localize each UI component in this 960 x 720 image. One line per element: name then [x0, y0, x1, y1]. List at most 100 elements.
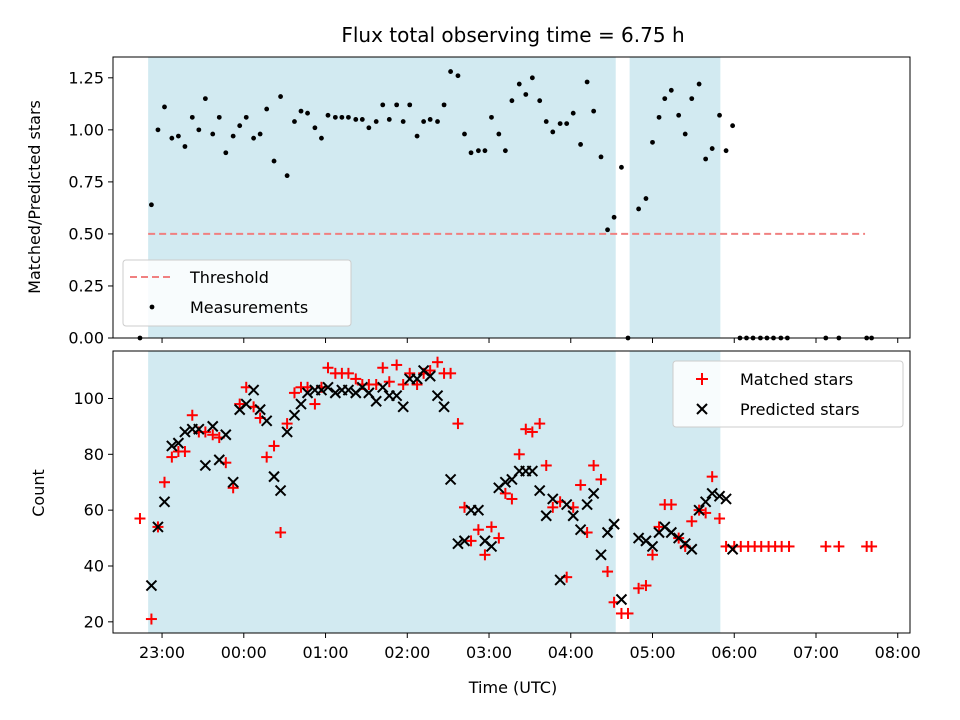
matched-star-marker [322, 362, 334, 374]
measurement-point [591, 108, 597, 114]
x-tick-label: 00:00 [221, 643, 267, 662]
predicted-star-marker [342, 384, 355, 396]
predicted-star-marker [595, 549, 607, 561]
measurement-point [523, 92, 529, 97]
x-axis-label: Time (UTC) [468, 678, 557, 697]
measurement-point [298, 108, 304, 114]
predicted-star-marker [166, 440, 178, 452]
count-y-axis-label: Count [29, 469, 48, 517]
predicted-star-marker [213, 454, 225, 466]
matched-star-marker [485, 521, 497, 533]
legend-predicted-swatch [696, 403, 708, 415]
predicted-star-marker [220, 429, 232, 441]
measurement-point [162, 104, 167, 110]
measurement-point [339, 114, 345, 120]
matched-star-marker [134, 513, 146, 525]
count-legend-box [672, 360, 904, 428]
predicted-star-marker [567, 510, 579, 522]
legend-matched-label: Matched stars [740, 370, 853, 389]
x-tick-label: 06:00 [711, 643, 757, 662]
measurement-point [475, 148, 481, 154]
measurement-point [257, 131, 263, 137]
measurement-point [202, 96, 208, 102]
matched-star-marker [513, 448, 525, 460]
predicted-star-marker [268, 470, 280, 483]
predicted-star-marker [152, 521, 164, 533]
matched-star-marker [686, 515, 698, 527]
matched-star-marker [383, 376, 395, 388]
measurement-point [237, 123, 243, 129]
predicted-star-marker [207, 420, 219, 433]
measurement-point [557, 121, 563, 127]
matched-star-marker [179, 446, 191, 458]
ratio-plot-frame [112, 56, 911, 339]
predicted-star-marker [274, 484, 287, 497]
y-tick-label: 0.25 [68, 276, 104, 295]
y-tick-label: 20 [84, 612, 104, 631]
measurement-point [489, 114, 494, 120]
measurement-point [643, 196, 649, 201]
matched-star-marker [602, 566, 614, 578]
legend-threshold-label: Threshold [189, 268, 269, 287]
predicted-star-marker [581, 498, 593, 511]
ratio-panel: 0.00 0.25 0.50 0.75 1.00 1.25 Flux total obse… [25, 23, 911, 348]
predicted-star-marker [452, 537, 464, 550]
matched-star-marker [866, 540, 878, 552]
predicted-star-marker [240, 398, 252, 410]
predicted-star-marker [601, 526, 614, 539]
matched-star-marker [526, 426, 538, 438]
matched-star-marker [145, 613, 157, 625]
predicted-star-marker [431, 389, 444, 402]
measurement-point [584, 79, 590, 85]
measurement-point [182, 144, 188, 149]
matched-star-marker [540, 459, 552, 471]
measurement-point [611, 214, 617, 220]
measurement-point [394, 102, 400, 108]
x-tick-label: 03:00 [466, 643, 512, 662]
chart-title: Flux total observing time = 6.75 h [341, 23, 684, 47]
matched-star-marker [397, 379, 409, 391]
measurement-point [325, 112, 331, 118]
predicted-star-marker [485, 540, 498, 553]
matched-star-marker [288, 387, 300, 399]
matched-star-marker [445, 367, 457, 379]
predicted-star-marker [179, 426, 191, 438]
measurement-point [155, 127, 161, 133]
measurement-point [346, 114, 351, 120]
ratio-x-ticks [161, 338, 899, 343]
matched-star-marker [234, 398, 246, 410]
measurement-point [407, 102, 413, 108]
y-tick-label: 0.50 [68, 224, 104, 243]
matched-star-marker [261, 451, 273, 463]
predicted-star-marker [295, 398, 307, 410]
predicted-star-marker [608, 518, 620, 530]
predicted-star-marker [145, 579, 158, 592]
measurement-point [441, 102, 447, 108]
predicted-star-marker [315, 384, 328, 396]
measurement-point [230, 133, 236, 139]
ratio-legend-box [122, 259, 352, 327]
matched-star-marker [783, 540, 795, 552]
matched-star-marker [833, 540, 845, 552]
predicted-star-marker [329, 387, 342, 399]
matched-star-marker [281, 418, 293, 430]
measurement-point [386, 117, 392, 122]
measurement-point [619, 164, 624, 170]
predicted-star-marker [377, 381, 389, 394]
measurement-point [502, 148, 508, 154]
predicted-star-marker [301, 387, 314, 399]
matched-star-marker [499, 487, 511, 499]
matched-star-marker [411, 379, 423, 391]
measurement-point [189, 114, 195, 120]
predicted-star-marker [370, 395, 382, 407]
matched-star-marker [275, 526, 287, 538]
ratio-legend: Threshold Measurements [122, 259, 352, 327]
measurement-point [359, 117, 365, 122]
predicted-star-marker [547, 493, 559, 505]
measurement-point [570, 110, 576, 116]
matched-star-marker [575, 479, 587, 491]
measurement-point [149, 202, 154, 208]
measurement-point [730, 123, 736, 129]
measurement-point [598, 154, 604, 160]
measurement-point [509, 98, 515, 104]
